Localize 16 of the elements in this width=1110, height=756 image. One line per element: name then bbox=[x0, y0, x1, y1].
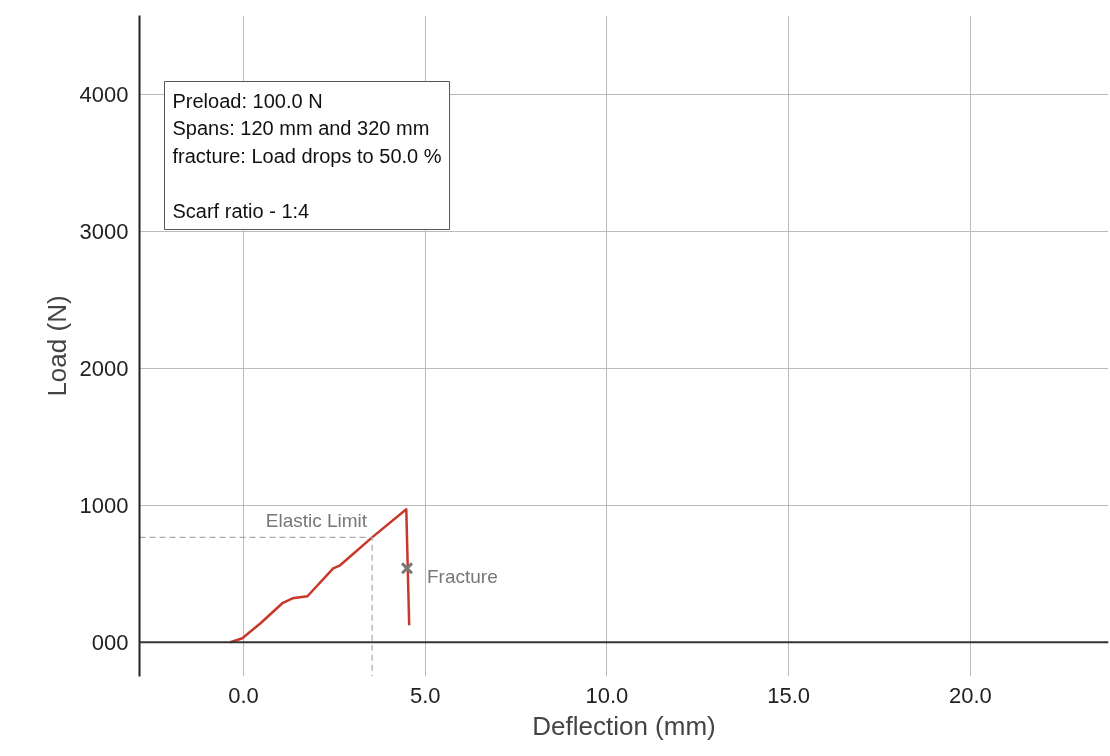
y-tick-label: 000 bbox=[91, 629, 129, 655]
text: Preload: 100.0 N Spans: 120 mm and 320 mm fracture: Load drops to 50.0 % Scarf ratio - 1:4 bbox=[172, 89, 442, 222]
y-tick-label: 3000 bbox=[79, 218, 129, 244]
x-tick-label: 5.0 bbox=[409, 682, 441, 708]
x-tick-label: 20.0 bbox=[948, 682, 992, 708]
line-series bbox=[229, 508, 411, 644]
annotation: Fracture bbox=[427, 565, 498, 587]
x-tick-label: 15.0 bbox=[767, 682, 811, 708]
y-tick-label: 4000 bbox=[79, 82, 129, 108]
annotation: Elastic Limit bbox=[265, 510, 368, 532]
y-axis-title: Load (N) bbox=[41, 295, 72, 397]
x-tick-label: 10.0 bbox=[585, 682, 629, 708]
y-tick-label: 2000 bbox=[79, 355, 129, 381]
x-axis-title: Deflection (mm) bbox=[532, 710, 716, 741]
x-tick-label: 0.0 bbox=[228, 682, 259, 708]
y-tick-label: 1000 bbox=[79, 492, 129, 518]
